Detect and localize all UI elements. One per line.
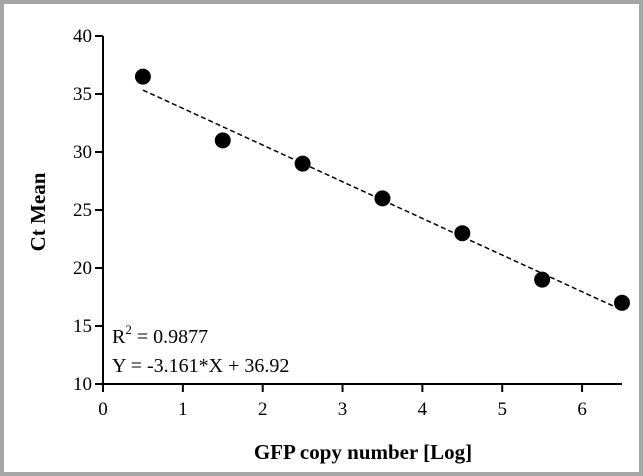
data-point [294, 155, 311, 172]
x-tick-label: 6 [577, 399, 587, 420]
data-point [534, 271, 551, 288]
tick-labels: 10 15 20 25 30 35 40 0 1 2 3 4 5 6 [73, 26, 587, 420]
y-tick-label: 15 [73, 316, 92, 337]
x-tick-label: 2 [258, 399, 268, 420]
y-tick-label: 25 [73, 200, 92, 221]
y-tick-label: 10 [73, 374, 92, 395]
y-axis-title: Ct Mean [26, 172, 50, 251]
r-squared-superscript: 2 [125, 322, 132, 337]
data-point [454, 225, 471, 242]
r-squared-prefix: R [112, 326, 126, 348]
x-axis-title: GFP copy number [Log] [254, 440, 472, 464]
data-point [374, 190, 391, 207]
regression-equation: Y = -3.161*X + 36.92 [112, 355, 289, 377]
y-tick-label: 20 [73, 258, 92, 279]
x-tick-label: 0 [98, 399, 108, 420]
y-tick-label: 35 [73, 84, 92, 105]
tick-marks [95, 35, 584, 392]
data-points [134, 68, 630, 311]
x-tick-label: 5 [497, 399, 507, 420]
data-point [614, 294, 630, 311]
data-point [134, 68, 151, 85]
data-point [214, 132, 231, 149]
x-tick-label: 4 [418, 399, 428, 420]
r-squared-value: = 0.9877 [132, 326, 208, 348]
y-tick-label: 30 [73, 142, 92, 163]
x-tick-label: 1 [178, 399, 188, 420]
x-tick-label: 3 [338, 399, 348, 420]
r-squared-annotation: R2 = 0.9877 [112, 322, 208, 348]
y-tick-label: 40 [73, 26, 92, 47]
